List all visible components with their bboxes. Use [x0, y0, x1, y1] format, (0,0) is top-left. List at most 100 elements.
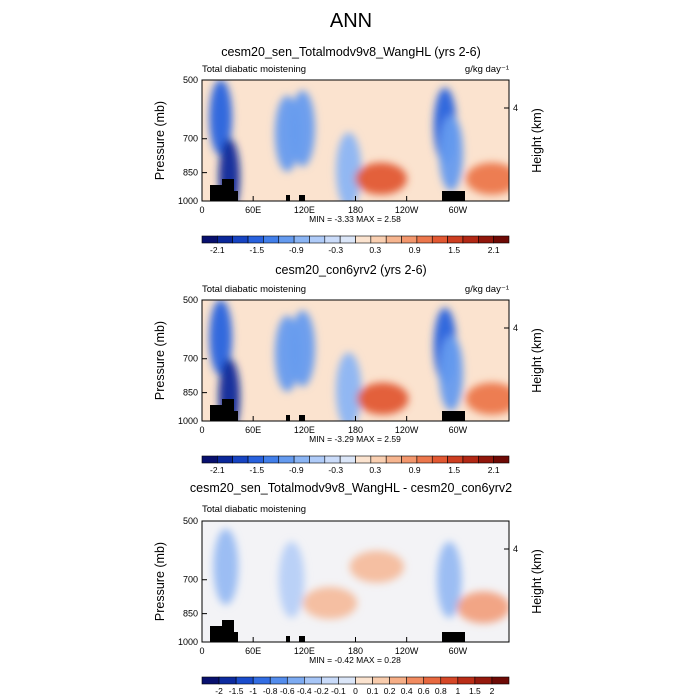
- colorbar-label: 1: [455, 686, 460, 696]
- xtick-label: 180: [348, 425, 363, 435]
- xtick-label: 180: [348, 205, 363, 215]
- terrain-block: [442, 411, 465, 421]
- terrain-mask: [210, 399, 465, 421]
- colorbar-label: 0.2: [384, 686, 396, 696]
- ytick-right-label: 4: [513, 323, 518, 333]
- field-feature-1: [213, 528, 239, 605]
- terrain-mask: [210, 620, 465, 642]
- field-feature-5: [336, 132, 362, 201]
- colorbar-cell: [462, 455, 479, 464]
- colorbar-cell: [431, 235, 448, 244]
- colorbar-cell: [309, 235, 326, 244]
- colorbar-cell: [385, 455, 402, 464]
- xtick-label: 180: [348, 646, 363, 656]
- colorbar-cell: [406, 676, 425, 685]
- colorbar-cell: [201, 235, 218, 244]
- xtick-label: 0: [199, 646, 204, 656]
- colorbar-label: -2: [215, 686, 223, 696]
- field-feature-8: [439, 115, 464, 192]
- colorbar-label: 2.1: [488, 465, 500, 475]
- colorbar-cell: [324, 455, 341, 464]
- figure-title: ANN: [330, 10, 372, 32]
- colorbar-cell: [385, 235, 402, 244]
- colorbar-cell: [339, 235, 356, 244]
- colorbar-cell: [247, 455, 264, 464]
- ytick-label: 500: [183, 295, 198, 305]
- colorbar-label: -0.1: [331, 686, 346, 696]
- colorbar-cell: [370, 235, 387, 244]
- ylabel: Pressure (mb): [153, 542, 167, 621]
- ytick-label: 500: [183, 516, 198, 526]
- ylabel-right: Height (km): [530, 108, 544, 173]
- xtick-label: 120W: [395, 425, 419, 435]
- ytick-label: 850: [183, 388, 198, 398]
- colorbar-cell: [355, 455, 372, 464]
- colorbar-label: -1.5: [229, 686, 244, 696]
- terrain-mask: [210, 179, 465, 201]
- colorbar-cell: [309, 455, 326, 464]
- chart-panel-3: cesm20_sen_Totalmodv9v8_WangHL - cesm20_…: [153, 481, 544, 696]
- colorbar-cell: [247, 235, 264, 244]
- colorbar-label: 0.6: [418, 686, 430, 696]
- field-label: Total diabatic moistening: [202, 284, 306, 295]
- terrain-block: [299, 415, 305, 421]
- min-max-stats: MIN = -3.29 MAX = 2.59: [309, 434, 401, 444]
- field-feature-1: [209, 80, 233, 156]
- xtick-label: 60E: [245, 425, 261, 435]
- ytick-label: 850: [183, 168, 198, 178]
- terrain-block: [228, 632, 238, 642]
- field-feature-9: [465, 162, 509, 195]
- xtick-label: 0: [199, 425, 204, 435]
- ylabel-right: Height (km): [530, 328, 544, 393]
- xtick-label: 120W: [395, 205, 419, 215]
- field-features: [213, 528, 509, 624]
- colorbar-label: 2.1: [488, 245, 500, 255]
- field-feature-5: [436, 541, 462, 618]
- field-feature-2: [218, 138, 240, 201]
- colorbar-label: -0.6: [280, 686, 295, 696]
- colorbar-label: -0.9: [289, 465, 304, 475]
- ytick-label: 700: [183, 134, 198, 144]
- colorbar-cell: [278, 235, 295, 244]
- xtick-label: 60E: [245, 205, 261, 215]
- field-feature-5: [335, 352, 362, 421]
- field-feature-4: [290, 90, 315, 167]
- colorbar-cell: [252, 676, 271, 685]
- colorbar-cell: [321, 676, 339, 685]
- colorbar-cell: [493, 455, 510, 464]
- plot-area: [202, 300, 509, 421]
- field-feature-9: [465, 382, 509, 415]
- xtick-label: 60E: [245, 646, 261, 656]
- terrain-block: [299, 195, 305, 201]
- colorbar-cell: [447, 455, 464, 464]
- colorbar-cell: [416, 455, 433, 464]
- plot-area: [202, 80, 509, 201]
- colorbar-cell: [286, 676, 305, 685]
- colorbar-cell: [218, 676, 237, 685]
- field-label: Total diabatic moistening: [202, 504, 306, 515]
- terrain-block: [228, 411, 238, 421]
- colorbar-cell: [457, 676, 476, 685]
- colorbar: -2.1 -1.5 -0.9 -0.3 0.3 0.9 1.5 2.1: [201, 235, 510, 255]
- panel-title: cesm20_sen_Totalmodv9v8_WangHL - cesm20_…: [190, 481, 512, 495]
- colorbar-cell: [235, 676, 254, 685]
- terrain-block: [286, 195, 290, 201]
- field-feature-6: [357, 382, 409, 415]
- field-feature-3: [302, 587, 358, 620]
- colorbar-cell: [339, 455, 356, 464]
- units-label: g/kg day⁻¹: [465, 284, 509, 295]
- ytick-label: 500: [183, 75, 198, 85]
- colorbar-label: 0.4: [401, 686, 413, 696]
- colorbar-cell: [431, 455, 448, 464]
- colorbar-cell: [232, 455, 249, 464]
- field-feature-2: [278, 541, 305, 618]
- colorbar-cell: [401, 235, 418, 244]
- xtick-label: 120E: [294, 425, 315, 435]
- colorbar-cell: [462, 235, 479, 244]
- units-label: g/kg day⁻¹: [465, 64, 509, 75]
- colorbar-label: -1.5: [249, 465, 264, 475]
- ytick-label: 1000: [178, 196, 198, 206]
- colorbar-cell: [217, 455, 234, 464]
- ylabel-right: Height (km): [530, 549, 544, 614]
